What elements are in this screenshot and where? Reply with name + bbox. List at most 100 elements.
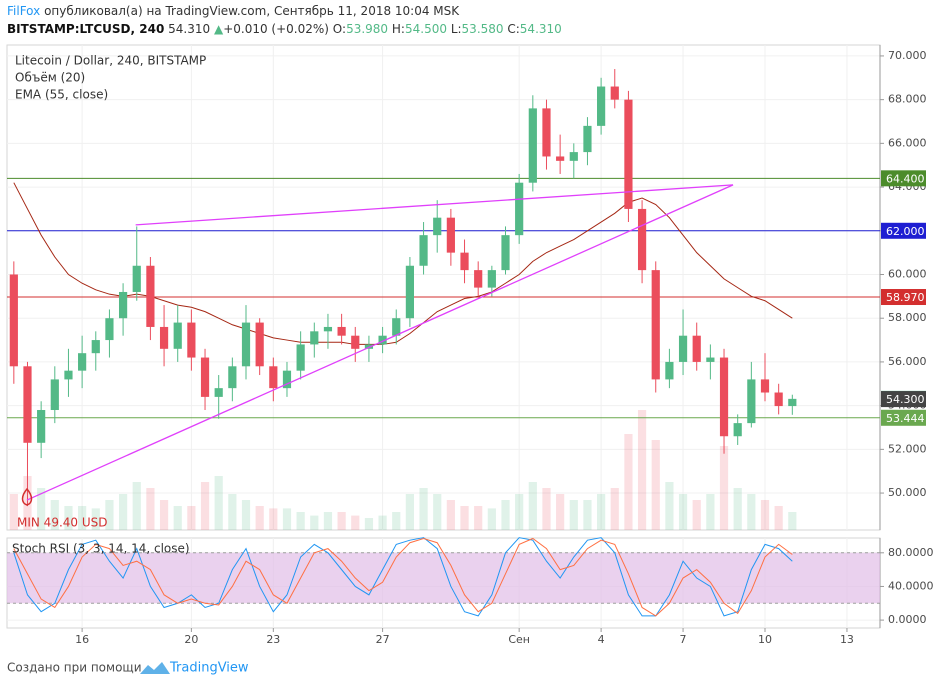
y-tick-label: 40.0000 (888, 579, 934, 592)
candle-body (132, 265, 141, 292)
candle-body (105, 318, 114, 341)
candle-body (173, 322, 182, 349)
volume-bar (228, 494, 237, 530)
volume-bar (528, 482, 537, 530)
volume-bar (760, 500, 770, 530)
legend-title: Litecoin / Dollar, 240, BITSTAMP (15, 54, 206, 68)
price-label-box (881, 170, 926, 187)
volume-bar (433, 494, 442, 530)
volume-bar (296, 512, 305, 530)
volume-bar (37, 488, 46, 530)
candle-body (323, 326, 333, 332)
x-tick-label: 16 (75, 633, 89, 646)
footer-brand[interactable]: TradingView (169, 661, 249, 676)
candle-body (419, 235, 428, 266)
candle-body (351, 335, 360, 349)
volume-bar (446, 500, 455, 530)
volume-bar (788, 512, 797, 530)
volume-bar (678, 494, 688, 530)
price-label-box (881, 409, 926, 426)
volume-bar (187, 506, 196, 530)
volume-bar (78, 506, 87, 530)
x-tick-label: 7 (680, 633, 687, 646)
volume-bar (159, 500, 169, 530)
volume-bar (706, 494, 715, 530)
candle-body (200, 357, 210, 397)
y-tick-label: 50.000 (888, 486, 927, 499)
candle-body (64, 370, 73, 380)
volume-bar (146, 488, 155, 530)
volume-bar (173, 506, 182, 530)
candle-body (460, 252, 469, 271)
brand-logo[interactable] (140, 662, 170, 674)
trend-line (26, 184, 734, 501)
candle-body (337, 326, 346, 336)
price-label-box (881, 289, 926, 306)
candle-body (583, 125, 592, 153)
candle-body (78, 353, 87, 371)
candle-body (405, 265, 414, 319)
footer-created: Создано при помощи (7, 661, 142, 675)
volume-bar (733, 488, 742, 530)
candle-body (446, 217, 455, 253)
l-value: 53.580 (462, 22, 504, 36)
volume-bar (132, 482, 141, 530)
y-tick-label: 60.000 (888, 267, 927, 280)
l-label: L: (451, 22, 462, 36)
price-label-box (881, 222, 926, 239)
candle-body (788, 398, 797, 407)
x-tick-label: 13 (840, 633, 854, 646)
volume-bar (487, 508, 496, 530)
price-label: 64.400 (886, 172, 925, 185)
oscillator-panel: 0.0000 40.0000 80.0000 16 20 23 27 Сен 4 7 10 13 Sto… (6, 537, 934, 646)
candle-body (118, 291, 128, 319)
volume-bar (460, 506, 469, 530)
y-tick-label: 80.0000 (888, 546, 934, 559)
y-tick-label: 58.000 (888, 311, 927, 324)
candle-body (487, 270, 496, 288)
volume-bar (323, 512, 333, 530)
symbol-line: BITSTAMP:LTCUSD, 240 54.310 ▲+0.010 (+0.… (7, 22, 562, 36)
volume-bar (91, 508, 100, 530)
x-tick-label: 20 (184, 633, 198, 646)
ema-line (13, 182, 793, 345)
candle-body (214, 388, 223, 397)
volume-bar (542, 488, 551, 530)
volume-bar (569, 500, 578, 530)
x-tick-label: 4 (598, 633, 605, 646)
candle-body (624, 99, 633, 209)
volume-bar (501, 500, 510, 530)
candle-body (187, 322, 196, 358)
candle-body (515, 182, 524, 236)
volume-bar (378, 515, 387, 530)
candle-body (528, 108, 537, 183)
volume-bar (597, 494, 606, 530)
volume-bar (105, 500, 114, 530)
volume-bar (118, 494, 128, 530)
volume-bar (556, 494, 565, 530)
o-label: O: (333, 22, 346, 36)
volume-bar (64, 506, 73, 530)
volume-bar (310, 515, 319, 530)
volume-bar (637, 410, 647, 530)
header-line: FilFox опубликовал(а) на TradingView.com… (7, 4, 460, 18)
volume-bar (419, 488, 428, 530)
candle-body (597, 86, 606, 126)
candle-body (692, 335, 701, 362)
band (7, 552, 880, 604)
x-tick-label: 27 (376, 633, 390, 646)
price-label: 62.000 (886, 225, 925, 238)
min-marker (21, 487, 33, 506)
min-annotation: MIN 49.40 USD (17, 516, 108, 530)
trend-line (135, 184, 734, 226)
volume-bar (364, 518, 374, 530)
candle-body (296, 344, 305, 371)
candle-body (542, 108, 551, 157)
symbol: BITSTAMP:LTCUSD, 240 (7, 22, 164, 36)
candle-body (255, 322, 264, 367)
stoch-line (13, 537, 793, 617)
author[interactable]: FilFox (7, 4, 40, 18)
candle-body (9, 274, 18, 367)
price-label: 58.970 (886, 291, 925, 304)
candle-body (733, 423, 742, 437)
